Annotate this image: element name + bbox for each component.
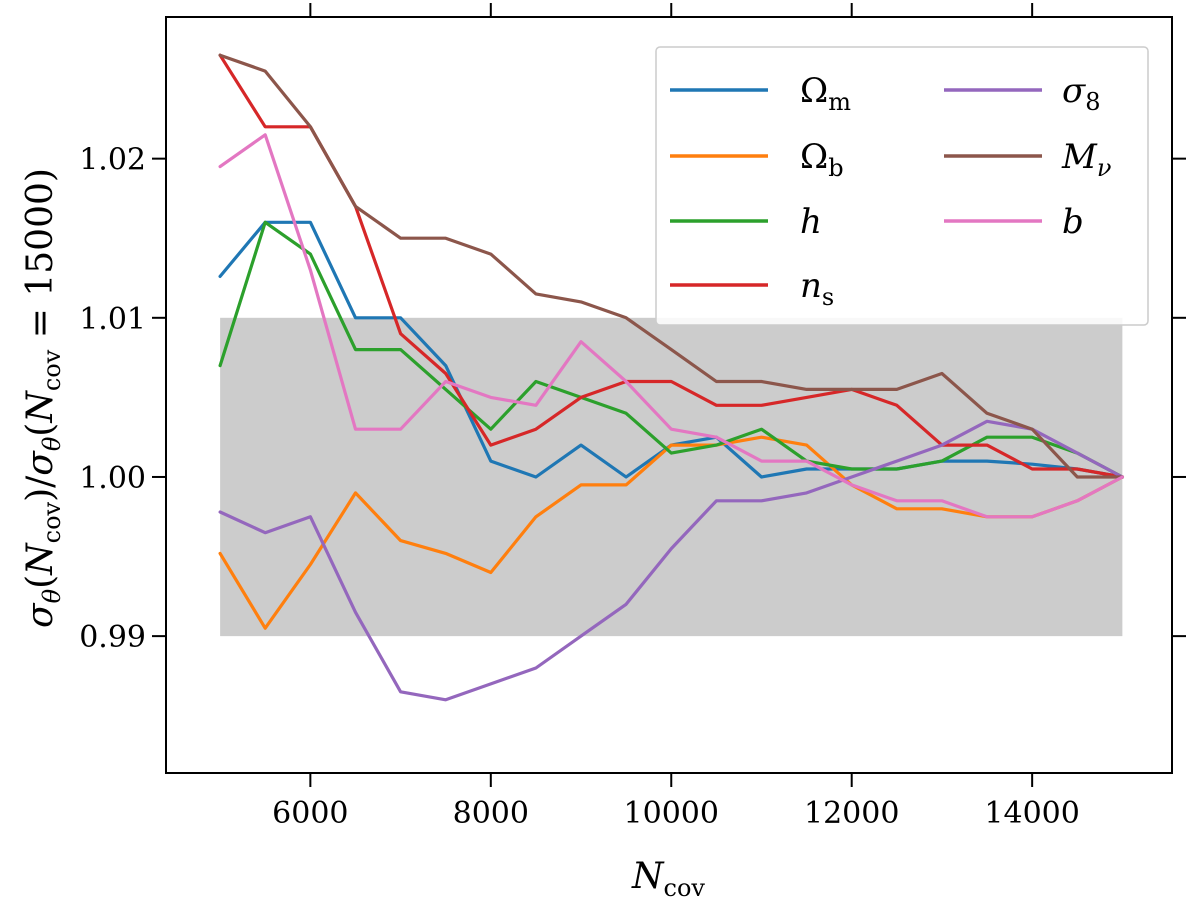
series-line-4 [218,419,1125,702]
series-layer [218,53,1125,702]
shaded-band [220,317,1123,637]
series-line-5 [218,53,1125,479]
y-tick-label: 1.00 [79,461,146,496]
series-line-6 [218,133,1125,519]
series-line-3 [218,53,1125,479]
legend-label: σ8 [1062,71,1101,116]
x-axis-label: Ncov [631,856,705,898]
x-tick-label: 10000 [624,796,719,831]
x-tick-label: 8000 [453,796,529,831]
legend-label: Mν [1061,137,1111,182]
series-line-1 [218,435,1125,630]
y-axis-label: σθ(Ncov)/σθ(Ncov = 15000) [20,168,66,628]
y-tick-label: 1.01 [79,302,146,337]
x-tick-label: 12000 [804,796,899,831]
legend: Ωm Ωb h ns σ8 Mν b [655,46,1149,326]
plot-frame [165,16,1173,774]
legend-box [655,46,1149,326]
legend-label: Ωb [800,137,844,182]
legend-label: h [800,202,822,242]
legend-label: Ωm [800,71,851,116]
tick-layer: 6000 8000 10000 12000 14000 0.99 1.00 1.01 1.02 [79,3,1186,831]
shaded-band-layer [220,317,1123,637]
y-tick-label: 0.99 [79,620,146,655]
x-tick-label: 6000 [272,796,348,831]
y-tick-label: 1.02 [79,143,146,178]
legend-label: b [1062,202,1084,242]
x-tick-label: 14000 [984,796,1079,831]
legend-label: ns [800,266,834,311]
